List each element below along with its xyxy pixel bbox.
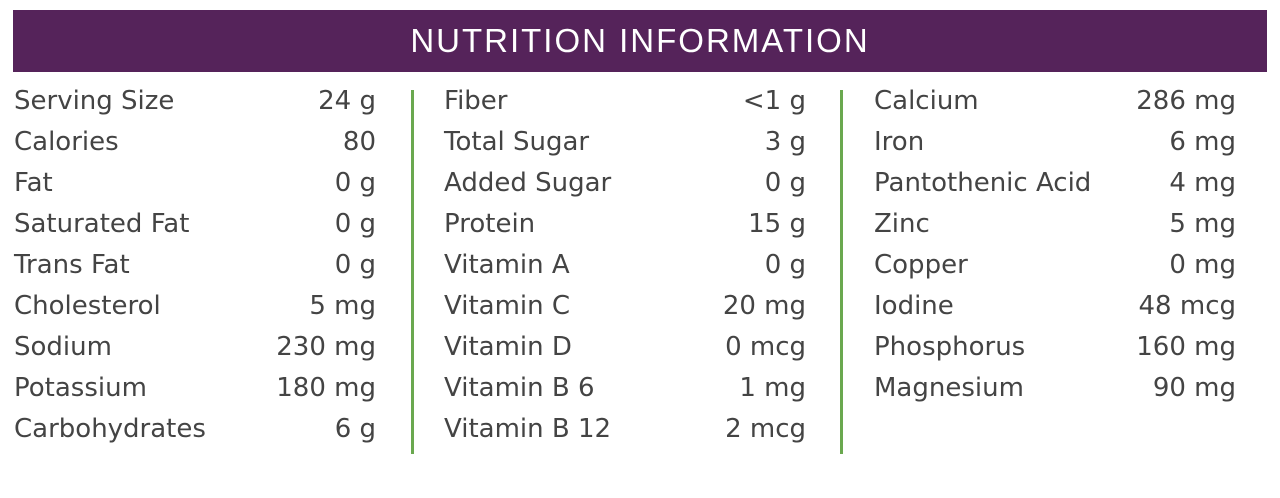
nutrient-value: 20 mg (722, 290, 806, 321)
nutrient-label: Trans Fat (14, 249, 130, 280)
nutrient-label: Vitamin C (444, 290, 571, 321)
nutrition-column-2: Fiber <1 g Total Sugar 3 g Added Sugar 0 g Pro… (444, 80, 806, 449)
nutrient-label: Vitamin B 6 (444, 372, 595, 403)
nutrient-row: Cholesterol 5 mg (14, 285, 376, 326)
page-title: NUTRITION INFORMATION (410, 22, 870, 59)
nutrient-value: 0 g (334, 208, 376, 239)
nutrient-row: Vitamin B 6 1 mg (444, 367, 806, 408)
nutrient-row: Serving Size 24 g (14, 80, 376, 121)
nutrient-row: Saturated Fat 0 g (14, 203, 376, 244)
nutrient-value: 0 g (764, 249, 806, 280)
nutrient-value: 2 mcg (725, 413, 806, 444)
nutrient-label: Zinc (874, 208, 930, 239)
nutrient-row: Phosphorus 160 mg (874, 326, 1236, 367)
nutrient-label: Serving Size (14, 85, 175, 116)
nutrient-label: Vitamin D (444, 331, 572, 362)
nutrient-label: Magnesium (874, 372, 1024, 403)
nutrient-row: Vitamin A 0 g (444, 244, 806, 285)
nutrient-value: 0 mg (1169, 249, 1236, 280)
nutrient-row: Vitamin B 12 2 mcg (444, 408, 806, 449)
nutrient-label: Added Sugar (444, 167, 612, 198)
nutrient-value: 1 mg (739, 372, 806, 403)
nutrient-value: <1 g (742, 85, 806, 116)
nutrient-value: 0 g (334, 249, 376, 280)
nutrient-label: Phosphorus (874, 331, 1026, 362)
nutrient-value: 6 g (334, 413, 376, 444)
nutrient-value: 180 mg (276, 372, 376, 403)
nutrient-label: Total Sugar (444, 126, 590, 157)
nutrient-label: Vitamin A (444, 249, 570, 280)
nutrient-value: 4 mg (1169, 167, 1236, 198)
nutrient-value: 3 g (764, 126, 806, 157)
nutrient-label: Sodium (14, 331, 112, 362)
nutrient-row: Vitamin C 20 mg (444, 285, 806, 326)
nutrient-row: Pantothenic Acid 4 mg (874, 162, 1236, 203)
nutrition-column-3: Calcium 286 mg Iron 6 mg Pantothenic Acid 4 m… (874, 80, 1236, 408)
nutrient-row: Iron 6 mg (874, 121, 1236, 162)
nutrient-label: Vitamin B 12 (444, 413, 612, 444)
nutrient-label: Fat (14, 167, 53, 198)
nutrient-row: Calories 80 (14, 121, 376, 162)
nutrient-value: 90 mg (1152, 372, 1236, 403)
nutrient-label: Carbohydrates (14, 413, 206, 444)
nutrient-row: Calcium 286 mg (874, 80, 1236, 121)
nutrient-value: 230 mg (276, 331, 376, 362)
nutrient-value: 5 mg (309, 290, 376, 321)
nutrient-value: 0 g (764, 167, 806, 198)
nutrient-label: Fiber (444, 85, 508, 116)
nutrient-label: Calcium (874, 85, 979, 116)
nutrient-value: 48 mcg (1138, 290, 1236, 321)
nutrient-value: 5 mg (1169, 208, 1236, 239)
nutrient-label: Pantothenic Acid (874, 167, 1092, 198)
nutrient-row: Fiber <1 g (444, 80, 806, 121)
nutrient-label: Iron (874, 126, 925, 157)
column-divider (840, 90, 843, 454)
nutrient-value: 24 g (318, 85, 376, 116)
nutrient-value: 80 (342, 126, 376, 157)
nutrient-label: Protein (444, 208, 536, 239)
nutrition-header: NUTRITION INFORMATION (13, 10, 1267, 72)
nutrient-row: Potassium 180 mg (14, 367, 376, 408)
nutrient-label: Copper (874, 249, 968, 280)
nutrient-row: Added Sugar 0 g (444, 162, 806, 203)
nutrient-label: Iodine (874, 290, 954, 321)
nutrient-row: Carbohydrates 6 g (14, 408, 376, 449)
nutrient-label: Calories (14, 126, 119, 157)
column-divider (411, 90, 414, 454)
nutrient-row: Zinc 5 mg (874, 203, 1236, 244)
nutrient-value: 15 g (748, 208, 806, 239)
nutrient-value: 6 mg (1169, 126, 1236, 157)
nutrient-row: Trans Fat 0 g (14, 244, 376, 285)
nutrient-value: 286 mg (1136, 85, 1236, 116)
nutrient-row: Total Sugar 3 g (444, 121, 806, 162)
nutrient-row: Iodine 48 mcg (874, 285, 1236, 326)
nutrient-row: Magnesium 90 mg (874, 367, 1236, 408)
nutrient-label: Saturated Fat (14, 208, 190, 239)
nutrition-column-1: Serving Size 24 g Calories 80 Fat 0 g Saturate… (14, 80, 376, 449)
nutrient-value: 0 g (334, 167, 376, 198)
nutrient-row: Protein 15 g (444, 203, 806, 244)
nutrient-value: 0 mcg (725, 331, 806, 362)
nutrient-row: Copper 0 mg (874, 244, 1236, 285)
nutrient-label: Potassium (14, 372, 147, 403)
nutrient-row: Sodium 230 mg (14, 326, 376, 367)
nutrient-row: Vitamin D 0 mcg (444, 326, 806, 367)
nutrient-value: 160 mg (1136, 331, 1236, 362)
nutrient-label: Cholesterol (14, 290, 161, 321)
nutrient-row: Fat 0 g (14, 162, 376, 203)
